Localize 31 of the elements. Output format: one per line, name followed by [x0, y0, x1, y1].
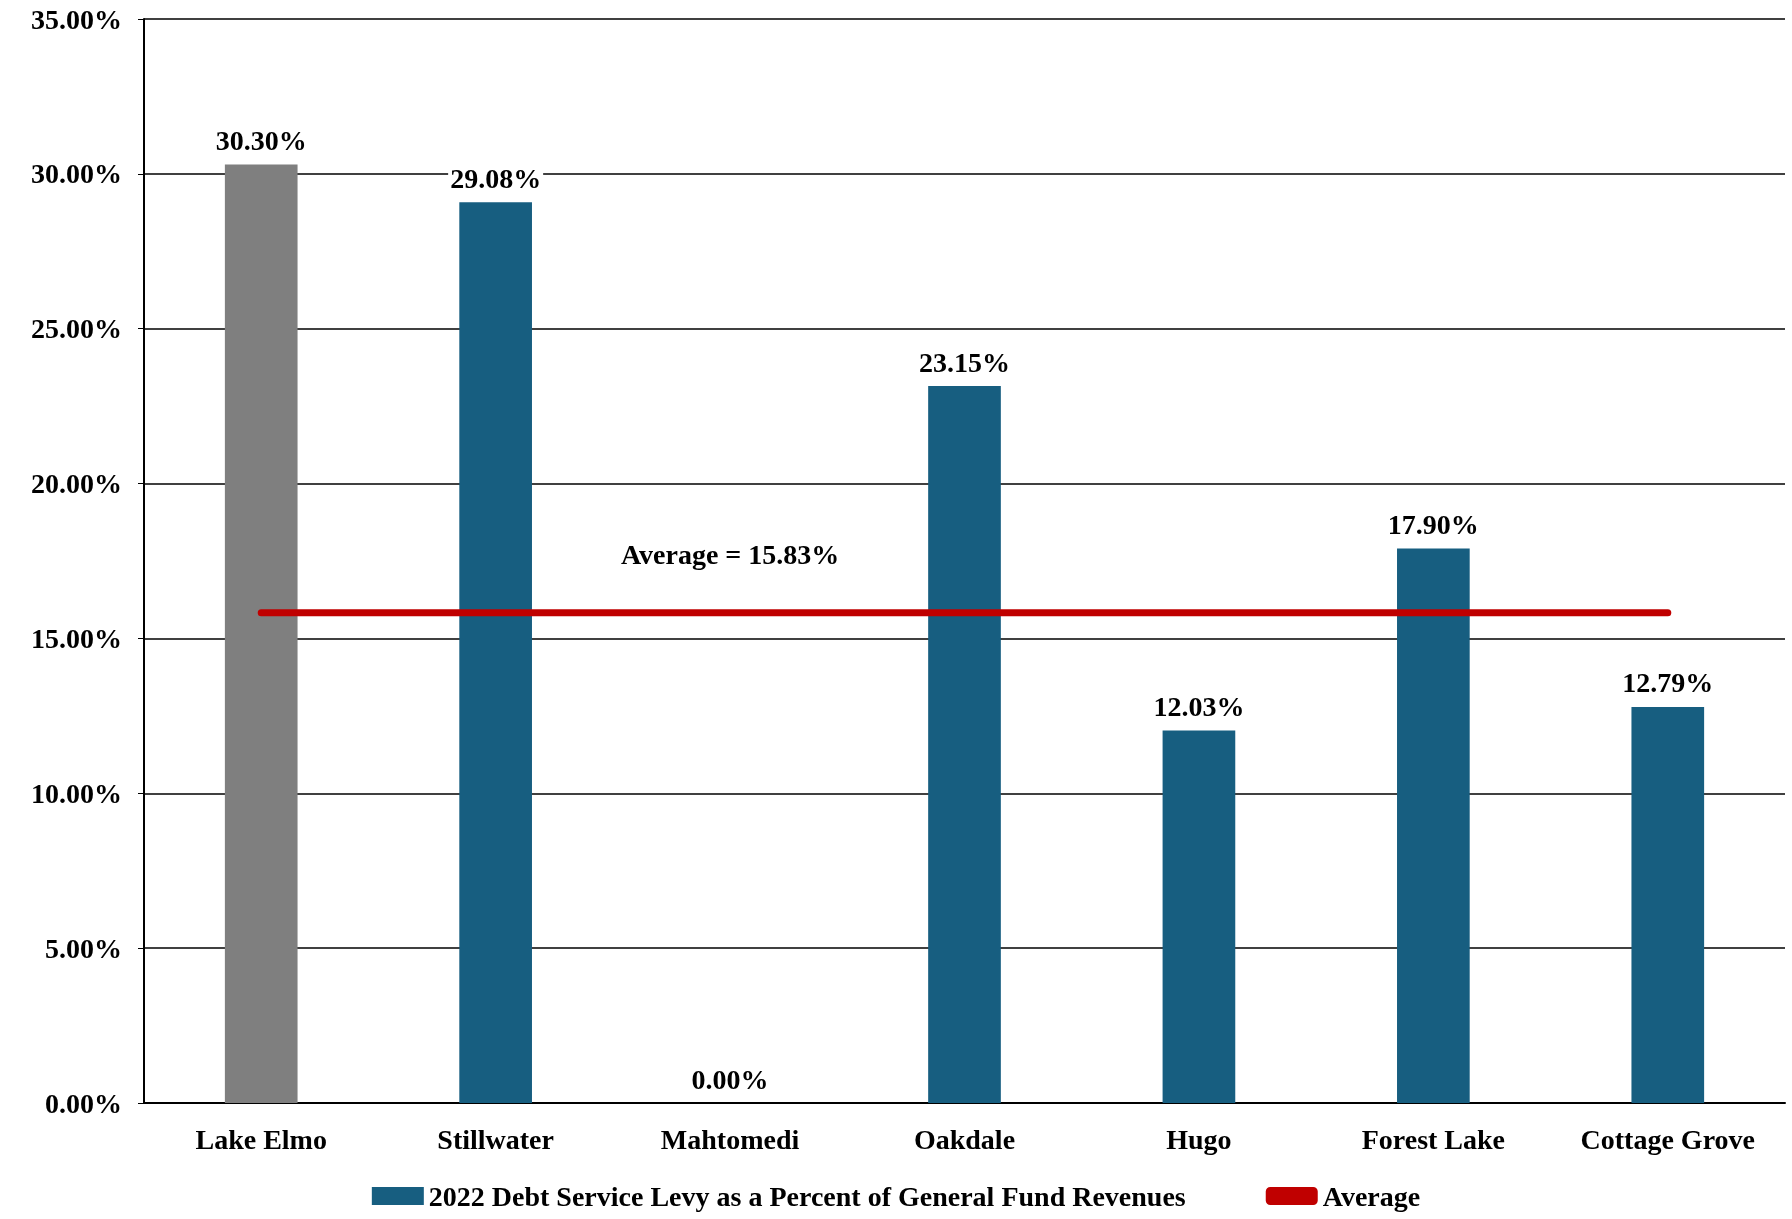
data-label: 17.90% — [1387, 509, 1479, 541]
bar — [1162, 730, 1236, 1103]
data-label: 29.08% — [450, 162, 542, 194]
bar — [459, 202, 532, 1103]
x-tick-label: Mahtomedi — [660, 1123, 800, 1155]
y-tick-label: 5.00% — [45, 932, 122, 964]
bar — [928, 386, 1001, 1103]
bar — [224, 164, 298, 1103]
data-label: 23.15% — [919, 346, 1010, 378]
x-tick-label: Oakdale — [913, 1123, 1016, 1155]
legend-label: 2022 Debt Service Levy as a Percent of General Fund Revenues — [428, 1180, 1186, 1212]
y-tick-label: 25.00% — [31, 313, 122, 345]
x-tick-label: Lake Elmo — [195, 1123, 327, 1155]
annotation: Average = 15.83% — [620, 539, 840, 571]
y-tick-label: 35.00% — [31, 3, 122, 35]
data-label: 0.00% — [691, 1063, 769, 1095]
bar — [1397, 548, 1470, 1103]
x-tick-label: Forest Lake — [1361, 1123, 1506, 1155]
data-label: 12.79% — [1622, 667, 1714, 699]
x-tick-label: Cottage Grove — [1580, 1123, 1755, 1155]
data-label: 12.03% — [1153, 690, 1245, 722]
x-tick-label: Stillwater — [437, 1123, 554, 1155]
x-tick-label: Hugo — [1166, 1123, 1232, 1155]
y-tick-label: 30.00% — [31, 158, 122, 190]
y-tick-label: 20.00% — [31, 468, 122, 500]
legend-label: Average — [1322, 1180, 1421, 1212]
bar — [1631, 706, 1705, 1103]
data-label: 30.30% — [215, 125, 307, 157]
y-tick-label: 0.00% — [45, 1087, 122, 1119]
y-tick-label: 10.00% — [31, 777, 122, 809]
y-tick-label: 15.00% — [31, 622, 122, 654]
